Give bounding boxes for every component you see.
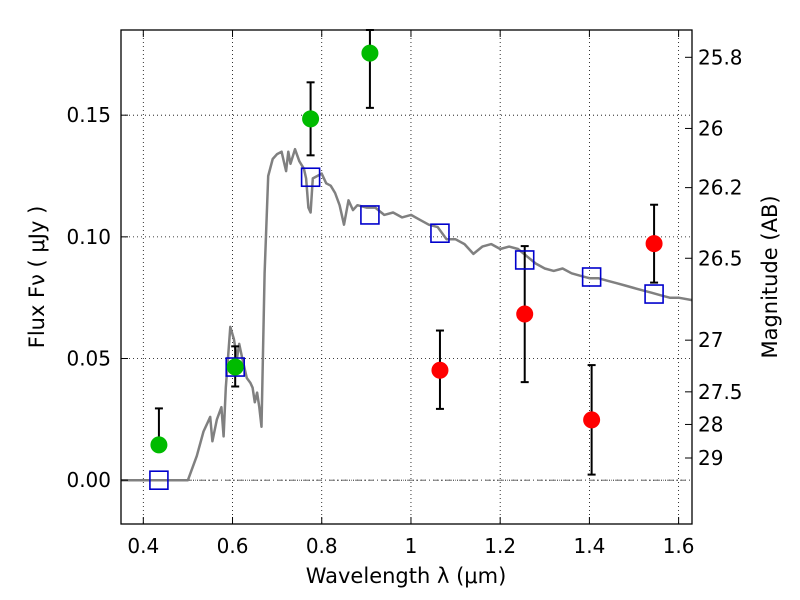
model-flux-square	[430, 223, 450, 243]
model-flux-square	[149, 470, 169, 490]
model-flux-square	[514, 250, 535, 270]
observed-flux-point	[583, 411, 601, 429]
axis-ticks: 0.4 0.6 0.8 1 1.2 1.4 1.6 0.00 0.05 0.10 0.15 25.8 2…	[66, 30, 743, 558]
model-flux-square	[225, 357, 245, 377]
model-flux-square	[644, 284, 664, 304]
plot-frame	[120, 29, 693, 525]
x-tick-label: 1.4	[573, 534, 605, 558]
right-axis-label: Magnitude (AB)	[758, 195, 782, 358]
right-tick-label: 27.5	[698, 380, 743, 404]
sed-model-curve	[121, 147, 693, 482]
x-tick-label: 0.6	[217, 534, 249, 558]
right-tick-label: 29	[698, 446, 723, 470]
observed-flux-point	[516, 305, 534, 323]
model-flux-square	[581, 267, 602, 287]
right-tick-label: 25.8	[698, 45, 743, 69]
x-tick-label: 0.8	[306, 534, 338, 558]
y-tick-label: 0.15	[66, 103, 111, 127]
model-flux-square	[360, 205, 380, 225]
x-tick-label: 0.4	[127, 534, 159, 558]
x-tick-label: 1.2	[484, 534, 516, 558]
y-axis-label: Flux Fν ( μJy )	[25, 206, 49, 349]
observed-flux-point	[226, 358, 244, 376]
right-tick-label: 28	[698, 412, 723, 436]
grid	[121, 30, 692, 524]
right-tick-label: 26.5	[698, 246, 743, 270]
right-tick-label: 26	[698, 116, 723, 140]
observed-flux-point	[361, 44, 379, 62]
markers	[149, 44, 664, 490]
right-tick-label: 26.2	[698, 176, 743, 200]
sed-curve-layer	[121, 147, 693, 482]
observed-flux-point	[645, 235, 663, 253]
y-tick-label: 0.00	[66, 468, 111, 492]
right-tick-label: 27	[698, 328, 723, 352]
x-tick-label: 1.6	[663, 534, 695, 558]
y-tick-label: 0.05	[66, 347, 111, 371]
observed-flux-point	[302, 110, 320, 128]
x-axis-label: Wavelength λ (μm)	[306, 564, 507, 588]
observed-flux-point	[150, 436, 168, 454]
observed-flux-point	[431, 361, 449, 379]
model-flux-square	[300, 167, 321, 188]
x-tick-label: 1	[405, 534, 418, 558]
y-tick-label: 0.10	[66, 225, 111, 249]
